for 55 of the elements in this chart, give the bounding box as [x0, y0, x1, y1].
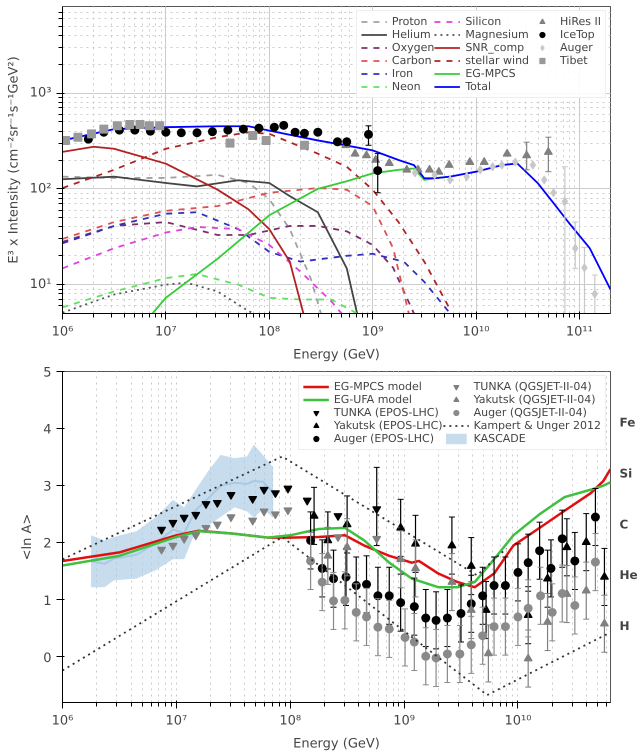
legend-label: stellar wind [465, 54, 530, 67]
legend-label: Iron [392, 67, 414, 80]
legend-label: TUNKA (QGSJET-II-04) [474, 380, 592, 393]
legend-label: EG-UFA model [334, 393, 412, 406]
y-axis-title: <ln A> [20, 514, 36, 560]
legend-label: Yakutsk (QGSJET-II-04) [474, 393, 596, 406]
legend-label: Auger [560, 41, 593, 54]
y-tick-label: 10¹ [30, 277, 52, 292]
legend-label: Yakutsk (EPOS-LHC) [334, 419, 443, 432]
text: He [620, 568, 638, 582]
legend-label: Auger (QGSJET-II-04) [474, 406, 587, 419]
legend-label: Carbon [392, 54, 432, 67]
x-tick-label: 10⁷ [165, 714, 188, 728]
text: Fe [620, 415, 636, 430]
x-axis-title: Energy (GeV) [293, 348, 380, 362]
x-tick-label: 10¹¹ [566, 324, 593, 340]
y-tick-label: 4 [43, 422, 52, 438]
y-axis-title: E³ x Intensity (cm⁻²sr⁻¹s⁻¹GeV²) [6, 56, 22, 264]
legend-label: KASCADE [474, 432, 526, 445]
y-tick-label: 10² [30, 181, 52, 196]
legend-label: HiRes II [560, 15, 601, 28]
x-tick-label: 10¹⁰ [504, 714, 532, 728]
legend-label: Magnesium [465, 28, 529, 41]
legend-label: TUNKA (EPOS-LHC) [334, 406, 439, 419]
x-tick-label: 10⁶ [52, 714, 74, 728]
legend-label: Neon [392, 80, 421, 93]
y-tick-label: 2 [43, 536, 52, 552]
y-tick-label: 0 [43, 650, 52, 666]
y-tick-label: 3 [43, 480, 52, 495]
x-tick-label: 10¹⁰ [462, 324, 490, 340]
text: C [620, 517, 628, 532]
y-tick-label: 10³ [30, 86, 52, 101]
legend-label: EG-MPCS model [334, 380, 422, 393]
legend-label: Tibet [560, 54, 588, 67]
legend-label: Total [465, 80, 492, 93]
legend-label: SNR_comp [465, 41, 524, 54]
legend-label: EG-MPCS [465, 67, 516, 80]
x-tick-label: 10⁸ [279, 714, 302, 728]
y-tick-label: 5 [43, 366, 52, 380]
legend-label: Helium [392, 28, 431, 41]
x-axis-title: Energy (GeV) [293, 736, 380, 752]
y-tick-label: 1 [43, 594, 52, 609]
legend-label: Oxygen [392, 41, 434, 54]
legend-label: Auger (EPOS-LHC) [334, 432, 434, 445]
legend-label: Silicon [465, 15, 502, 28]
x-tick-label: 10⁸ [258, 324, 280, 340]
text: H [620, 619, 630, 634]
x-tick-label: 10⁶ [52, 324, 74, 340]
x-tick-label: 10⁹ [362, 324, 384, 340]
x-tick-label: 10⁹ [393, 714, 415, 728]
text: Si [620, 466, 632, 480]
legend-label: IceTop [560, 28, 595, 41]
legend-label: Kampert & Unger 2012 [474, 419, 601, 432]
legend-label: Proton [392, 15, 428, 28]
x-tick-label: 10⁷ [155, 324, 177, 340]
